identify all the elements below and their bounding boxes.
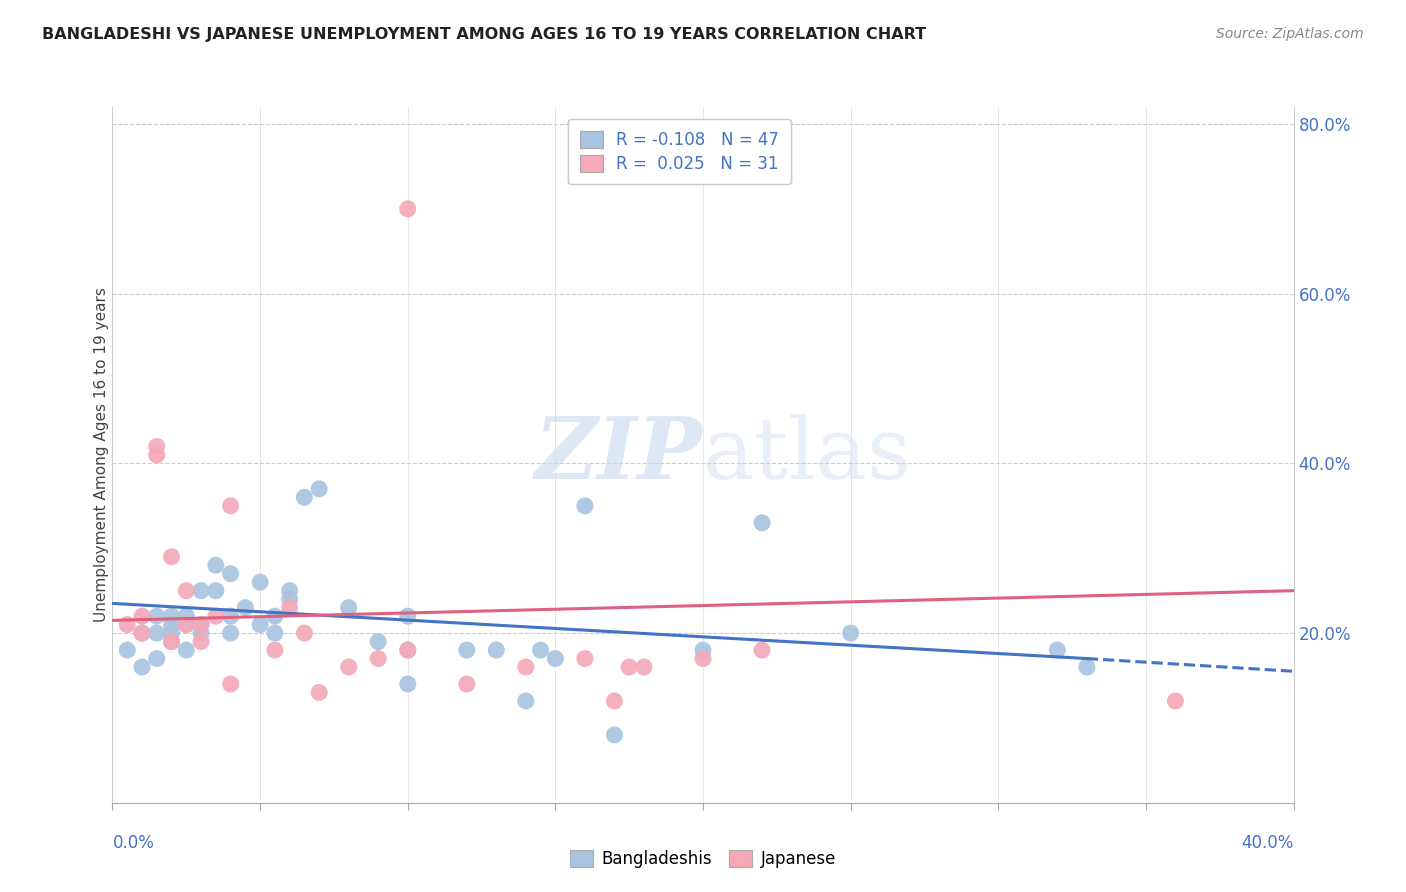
Point bbox=[174, 583, 197, 598]
Legend: R = -0.108   N = 47, R =  0.025   N = 31: R = -0.108 N = 47, R = 0.025 N = 31 bbox=[568, 119, 790, 185]
Point bbox=[619, 660, 641, 674]
Point bbox=[396, 677, 419, 691]
Point bbox=[292, 626, 315, 640]
Text: 0.0%: 0.0% bbox=[112, 834, 155, 852]
Point bbox=[233, 600, 256, 615]
Point bbox=[264, 626, 287, 640]
Point bbox=[190, 583, 212, 598]
Point bbox=[839, 626, 862, 640]
Point bbox=[146, 626, 169, 640]
Point bbox=[205, 558, 228, 573]
Point bbox=[249, 575, 271, 590]
Point bbox=[603, 728, 626, 742]
Point bbox=[264, 643, 287, 657]
Point bbox=[396, 643, 419, 657]
Point bbox=[456, 677, 478, 691]
Point bbox=[751, 516, 773, 530]
Point bbox=[219, 566, 242, 581]
Point bbox=[264, 609, 287, 624]
Point bbox=[219, 499, 242, 513]
Point bbox=[692, 651, 714, 665]
Point bbox=[174, 609, 197, 624]
Point bbox=[456, 643, 478, 657]
Point bbox=[367, 634, 389, 648]
Point bbox=[205, 609, 228, 624]
Point bbox=[751, 643, 773, 657]
Point bbox=[160, 609, 183, 624]
Point bbox=[308, 482, 330, 496]
Text: 40.0%: 40.0% bbox=[1241, 834, 1294, 852]
Point bbox=[146, 448, 169, 462]
Text: atlas: atlas bbox=[703, 413, 912, 497]
Point bbox=[337, 600, 360, 615]
Point bbox=[292, 491, 315, 505]
Text: ZIP: ZIP bbox=[536, 413, 703, 497]
Point bbox=[219, 626, 242, 640]
Point bbox=[603, 694, 626, 708]
Point bbox=[190, 626, 212, 640]
Point bbox=[485, 643, 508, 657]
Text: Source: ZipAtlas.com: Source: ZipAtlas.com bbox=[1216, 27, 1364, 41]
Point bbox=[174, 617, 197, 632]
Point bbox=[117, 617, 138, 632]
Point bbox=[574, 499, 596, 513]
Point bbox=[131, 660, 153, 674]
Point bbox=[160, 634, 183, 648]
Point bbox=[337, 660, 360, 674]
Point bbox=[278, 583, 301, 598]
Point bbox=[160, 634, 183, 648]
Point bbox=[308, 685, 330, 699]
Point bbox=[131, 609, 153, 624]
Legend: Bangladeshis, Japanese: Bangladeshis, Japanese bbox=[564, 843, 842, 875]
Point bbox=[1164, 694, 1187, 708]
Point bbox=[574, 651, 596, 665]
Point bbox=[692, 643, 714, 657]
Point bbox=[190, 617, 212, 632]
Point bbox=[396, 202, 419, 216]
Point bbox=[1046, 643, 1069, 657]
Point bbox=[117, 643, 138, 657]
Point bbox=[160, 549, 183, 564]
Point bbox=[131, 626, 153, 640]
Point bbox=[515, 694, 537, 708]
Point bbox=[396, 609, 419, 624]
Point bbox=[160, 626, 183, 640]
Point bbox=[515, 660, 537, 674]
Text: BANGLADESHI VS JAPANESE UNEMPLOYMENT AMONG AGES 16 TO 19 YEARS CORRELATION CHART: BANGLADESHI VS JAPANESE UNEMPLOYMENT AMO… bbox=[42, 27, 927, 42]
Point bbox=[174, 643, 197, 657]
Point bbox=[1076, 660, 1098, 674]
Point bbox=[160, 617, 183, 632]
Point bbox=[174, 617, 197, 632]
Point bbox=[146, 651, 169, 665]
Point bbox=[367, 651, 389, 665]
Point bbox=[278, 600, 301, 615]
Point bbox=[146, 439, 169, 453]
Point bbox=[633, 660, 655, 674]
Point bbox=[190, 617, 212, 632]
Y-axis label: Unemployment Among Ages 16 to 19 years: Unemployment Among Ages 16 to 19 years bbox=[94, 287, 108, 623]
Point bbox=[278, 592, 301, 607]
Point bbox=[131, 626, 153, 640]
Point bbox=[146, 609, 169, 624]
Point bbox=[396, 643, 419, 657]
Point bbox=[190, 634, 212, 648]
Point bbox=[219, 609, 242, 624]
Point bbox=[205, 583, 228, 598]
Point bbox=[529, 643, 551, 657]
Point bbox=[249, 617, 271, 632]
Point bbox=[219, 677, 242, 691]
Point bbox=[544, 651, 567, 665]
